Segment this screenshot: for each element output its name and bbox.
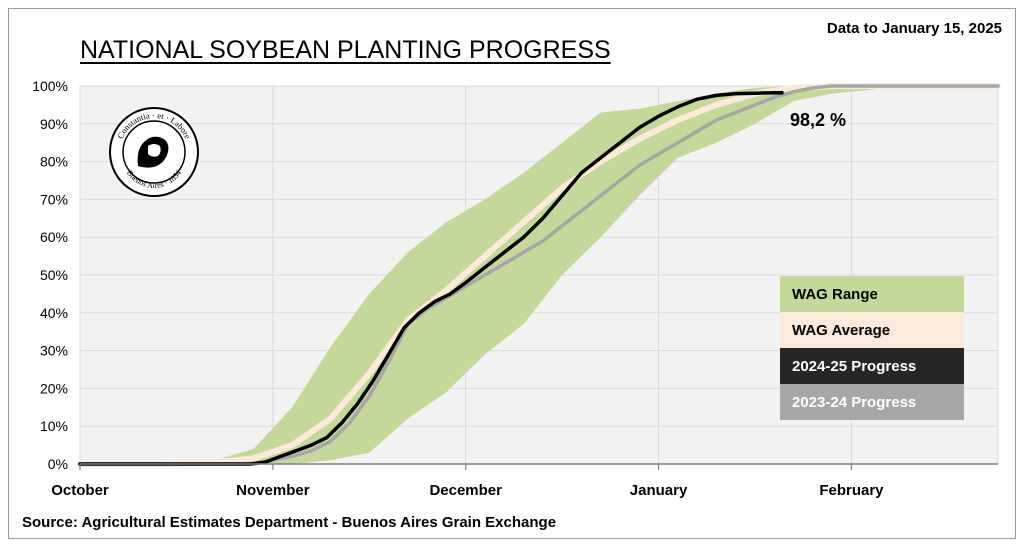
y-tick-label: 30% [40,343,68,359]
progress-2024-25-line [78,91,784,466]
wag-range-band [80,86,998,464]
x-tick-label: December [429,482,502,499]
y-tick-label: 40% [40,305,68,321]
source-note: Source: Agricultural Estimates Departmen… [22,514,557,531]
x-tick-label: January [630,482,688,499]
y-tick-label: 100% [32,78,68,94]
x-tick-label: October [51,482,109,499]
legend-item-2023-24-progress: 2023-24 Progress [780,384,964,420]
x-tick-label: February [819,482,884,499]
chart-title: NATIONAL SOYBEAN PLANTING PROGRESS [80,36,611,64]
legend: WAG Range WAG Average 2024-25 Progress 2… [780,276,964,420]
legend-item-wag-range: WAG Range [780,276,964,312]
exchange-seal-logo: Constantia · et · Labore Buenos Aires · … [108,106,200,198]
y-tick-label: 20% [40,380,68,396]
x-tick-label: November [236,482,310,499]
y-tick-label: 90% [40,116,68,132]
y-tick-label: 10% [40,418,68,434]
progress-2023-24-line [78,84,1000,466]
y-tick-label: 60% [40,229,68,245]
y-tick-label: 0% [48,456,68,472]
y-tick-label: 70% [40,191,68,207]
data-date-note: Data to January 15, 2025 [826,20,1002,37]
legend-item-wag-average: WAG Average [780,312,964,348]
y-tick-label: 50% [40,267,68,283]
y-tick-label: 80% [40,154,68,170]
current-value-callout: 98,2 % [790,110,846,130]
legend-item-2024-25-progress: 2024-25 Progress [780,348,964,384]
